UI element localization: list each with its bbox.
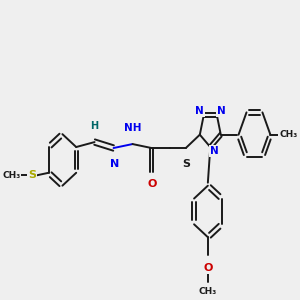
Text: O: O (203, 263, 212, 273)
Text: N: N (210, 146, 218, 156)
Text: N: N (217, 106, 225, 116)
Text: CH₃: CH₃ (2, 171, 20, 180)
Text: N: N (110, 159, 119, 169)
Text: NH: NH (124, 123, 141, 133)
Text: H: H (91, 121, 99, 131)
Text: CH₃: CH₃ (199, 287, 217, 296)
Text: CH₃: CH₃ (279, 130, 297, 139)
Text: N: N (195, 106, 204, 116)
Text: S: S (28, 170, 36, 180)
Text: S: S (182, 159, 190, 169)
Text: O: O (147, 179, 157, 189)
